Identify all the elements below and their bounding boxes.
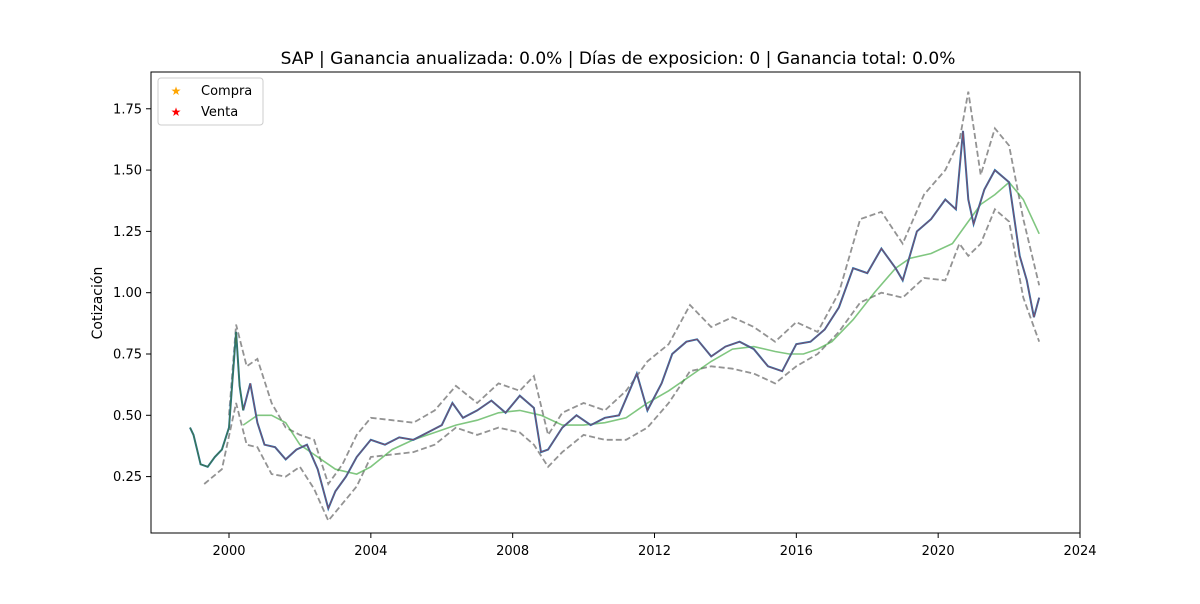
y-tick-label: 1.25 [113, 225, 142, 240]
short-ma-line [189, 130, 1040, 511]
y-tick-label: 0.50 [113, 409, 142, 424]
y-tick-label: 0.25 [113, 470, 142, 485]
plot-frame [150, 71, 1081, 534]
legend-venta-marker: ★ [171, 105, 182, 119]
x-tick-label: 2004 [354, 544, 387, 559]
chart-title: SAP | Ganancia anualizada: 0.0% | Días d… [281, 49, 956, 69]
x-axis: 2000 2004 2008 2012 2016 2020 2024 [212, 533, 1097, 559]
x-tick-label: 2016 [780, 544, 813, 559]
legend-box [157, 77, 264, 126]
legend: ★ Compra ★ Venta [157, 77, 264, 126]
legend-compra-label: Compra [201, 84, 252, 99]
upper_band-line [228, 91, 1041, 486]
x-tick-label: 2012 [638, 544, 671, 559]
y-tick-label: 1.75 [113, 102, 142, 117]
x-tick-label: 2020 [922, 544, 955, 559]
y-tick-label: 1.50 [113, 164, 142, 179]
x-tick-label: 2000 [212, 544, 245, 559]
long-ma-line [242, 181, 1040, 475]
y-tick-label: 1.00 [113, 286, 142, 301]
legend-venta-label: Venta [201, 105, 238, 120]
lower_band-line [203, 207, 1041, 523]
y-axis: 0.25 0.50 0.75 1.00 1.25 1.50 1.75 [113, 102, 151, 485]
y-tick-label: 0.75 [113, 347, 142, 362]
legend-compra-marker: ★ [171, 84, 182, 98]
x-tick-label: 2008 [496, 544, 529, 559]
early-segment-line [189, 331, 244, 468]
x-tick-label: 2024 [1063, 544, 1096, 559]
y-axis-label: Cotización [90, 267, 106, 340]
plot-area [189, 91, 1041, 523]
